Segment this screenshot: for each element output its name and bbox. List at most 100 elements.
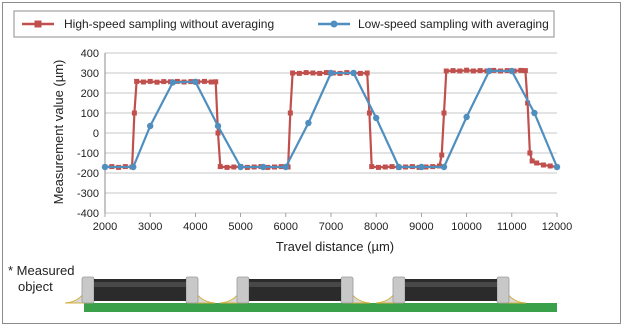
series-0-point-73	[529, 158, 535, 164]
legend-entry-high-speed: High-speed sampling without averaging	[22, 17, 274, 31]
legend-label-low-speed: Low-speed sampling with averaging	[358, 17, 549, 31]
chip-highlight	[249, 282, 341, 287]
series-1-point-2	[147, 122, 154, 130]
series-0-point-32	[290, 70, 296, 76]
series-1-point-20	[553, 163, 561, 171]
y-tick-label-200: 200	[81, 88, 99, 100]
series-1-point-4	[192, 78, 199, 86]
series-0-point-59	[450, 68, 456, 74]
series-0-point-46	[375, 164, 381, 170]
measured-object-note-line2: object	[18, 279, 53, 294]
chip-highlight	[94, 282, 186, 287]
circuit-board	[84, 303, 557, 312]
figure-frame	[2, 2, 621, 324]
series-0-point-36	[317, 70, 323, 76]
series-0-point-69	[518, 67, 524, 73]
series-0-point-48	[389, 164, 395, 170]
legend-entry-low-speed: Low-speed sampling with averaging	[318, 17, 549, 31]
x-tick-label-8000: 8000	[364, 221, 388, 233]
series-0-point-33	[296, 70, 302, 76]
series-0-point-7	[140, 79, 146, 85]
axes: -400 -300 -200 -100 0 100 200 300 400 2000 3000 400…	[77, 48, 572, 233]
series-0-point-19	[215, 130, 221, 136]
series-1-point-3	[169, 79, 176, 86]
series-0-point-60	[457, 68, 463, 74]
series-1-point-15	[440, 163, 448, 171]
series-0-point-72	[527, 150, 533, 156]
series-1-point-11	[350, 69, 357, 77]
grid	[105, 52, 557, 214]
series-1-point-6	[237, 163, 244, 171]
legend-label-high-speed: High-speed sampling without averaging	[64, 17, 274, 31]
chip-highlight	[405, 282, 497, 287]
x-tick-label-7000: 7000	[319, 221, 343, 233]
legend: High-speed sampling without averaging Lo…	[13, 10, 555, 38]
series-0-point-21	[224, 164, 230, 170]
chip-component-2	[219, 276, 371, 304]
series-0-point-8	[147, 78, 153, 84]
series-1-point-14	[418, 163, 425, 171]
series-1-point-18	[508, 67, 515, 75]
chip-terminal-right	[185, 276, 199, 304]
y-tick-label--400: -400	[77, 208, 99, 220]
legend-circle-marker	[330, 20, 338, 28]
legend-square-marker	[34, 20, 42, 28]
y-tick-label-100: 100	[81, 108, 99, 120]
chip-terminal-right	[340, 276, 354, 304]
series-0-point-75	[540, 162, 546, 168]
y-tick-label--200: -200	[77, 168, 99, 180]
series-0-point-63	[477, 68, 483, 74]
series-1-point-9	[305, 119, 312, 127]
series-0-point-62	[470, 68, 476, 74]
x-tick-label-10000: 10000	[451, 221, 482, 233]
series-0-point-74	[534, 160, 540, 166]
x-tick-label-11000: 11000	[497, 221, 527, 233]
series-0-point-31	[287, 110, 293, 116]
series-1-point-17	[486, 67, 493, 75]
y-tick-label--300: -300	[77, 188, 99, 200]
series-0-point-45	[369, 164, 375, 170]
x-tick-label-5000: 5000	[228, 221, 252, 233]
series-layer	[101, 67, 561, 171]
series-1-point-1	[130, 163, 137, 171]
chip-terminal-right	[496, 276, 510, 304]
x-tick-label-2000: 2000	[93, 221, 117, 233]
series-1-point-7	[260, 163, 267, 171]
x-tick-label-6000: 6000	[274, 221, 298, 233]
series-1-point-13	[395, 163, 402, 171]
chip-terminal-left	[81, 276, 95, 304]
series-0-point-43	[364, 70, 370, 76]
chip-component-1	[64, 276, 216, 304]
series-1-point-8	[282, 163, 289, 171]
series-0-point-47	[382, 164, 388, 170]
series-0-point-35	[310, 70, 316, 76]
x-tick-label-3000: 3000	[138, 221, 162, 233]
chip-terminal-left	[236, 276, 250, 304]
series-0-point-9	[154, 79, 160, 85]
x-tick-label-12000: 12000	[542, 221, 573, 233]
series-0-point-42	[357, 70, 363, 76]
measured-object-illustration	[64, 276, 557, 312]
x-tick-label-9000: 9000	[409, 221, 433, 233]
series-0-point-76	[547, 163, 553, 169]
measured-object-note: * Measured object	[8, 263, 74, 295]
series-0-point-20	[217, 164, 223, 170]
series-0-point-17	[208, 79, 214, 85]
series-0-point-34	[303, 70, 309, 76]
series-1-point-16	[463, 113, 470, 121]
series-1-point-5	[214, 122, 222, 130]
series-0-point-6	[134, 78, 140, 84]
y-tick-label-300: 300	[81, 68, 99, 80]
chip-terminal-left	[392, 276, 406, 304]
x-tick-label-4000: 4000	[183, 221, 207, 233]
series-0-point-37	[323, 70, 329, 76]
series-0-point-44	[366, 110, 372, 116]
series-1-point-19	[531, 109, 538, 117]
series-1-point-0	[101, 163, 109, 171]
series-0-point-56	[439, 152, 445, 158]
series-0-point-22	[231, 164, 237, 170]
series-0-point-10	[161, 79, 167, 85]
series-0-point-71	[525, 100, 531, 106]
series-1-point-10	[327, 69, 335, 77]
y-tick-label-400: 400	[81, 48, 99, 60]
